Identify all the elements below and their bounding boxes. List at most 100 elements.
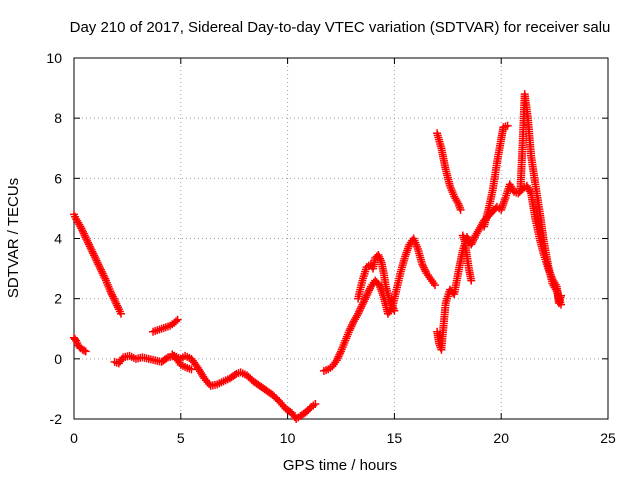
x-axis-label: GPS time / hours: [283, 457, 397, 474]
data-point-interp: [81, 233, 90, 242]
data-point-interp: [334, 352, 343, 361]
series-seg12: [516, 90, 566, 309]
data-point-interp: [100, 273, 109, 282]
y-tick-label: 0: [54, 351, 62, 367]
data-point-interp: [98, 269, 107, 278]
series-seg9: [433, 180, 566, 354]
data-point-interp: [347, 322, 356, 331]
data-point-interp: [96, 265, 105, 274]
data-point-interp: [79, 229, 88, 238]
series-seg10: [458, 231, 476, 285]
data-point-interp: [90, 251, 99, 260]
axis-ticks: 0 5 10 15 20 25 -2 0 2 4 6 8 10: [46, 50, 616, 446]
data-point-interp: [335, 350, 344, 359]
data-point-interp: [551, 285, 560, 294]
data-point-interp: [375, 252, 384, 261]
data-point-interp: [387, 301, 396, 310]
data-point-interp: [468, 238, 477, 247]
data-point-interp: [91, 254, 100, 263]
data-point-interp: [360, 295, 369, 304]
data-point-interp: [376, 256, 385, 265]
data-point-interp: [99, 271, 108, 280]
data-point-interp: [95, 262, 104, 271]
data-point-interp: [348, 320, 357, 329]
data-point: [358, 300, 367, 309]
data-point: [93, 258, 102, 267]
data-point: [362, 291, 371, 300]
series-seg7: [354, 251, 399, 315]
data-point-interp: [361, 293, 370, 302]
data-point-interp: [336, 349, 345, 358]
data-point-interp: [90, 253, 99, 262]
x-tick-label: 10: [280, 430, 296, 446]
data-point: [187, 365, 196, 374]
data-point-interp: [389, 304, 398, 313]
data-point: [89, 249, 98, 258]
data-point-interp: [419, 261, 428, 270]
data-point: [345, 326, 354, 335]
data-point-interp: [364, 288, 373, 297]
data-point: [97, 267, 106, 276]
series-seg3: [110, 351, 320, 423]
data-point-interp: [86, 244, 95, 253]
data-point: [418, 260, 427, 269]
data-point-interp: [388, 303, 397, 312]
data-point-interp: [346, 324, 355, 333]
data-point-interp: [109, 294, 118, 303]
data-point-interp: [77, 224, 86, 233]
series-seg6: [319, 234, 439, 375]
data-point-interp: [171, 317, 180, 326]
data-point-interp: [356, 304, 365, 313]
data-point: [467, 240, 476, 249]
data-point-interp: [230, 371, 239, 380]
data-point-interp: [80, 346, 89, 355]
y-tick-label: 2: [54, 291, 62, 307]
x-tick-label: 5: [177, 430, 185, 446]
y-tick-label: 4: [54, 231, 62, 247]
data-point-interp: [453, 198, 462, 207]
y-tick-label: 6: [54, 170, 62, 186]
data-point-interp: [112, 299, 121, 308]
data-point-interp: [113, 301, 122, 310]
data-point-interp: [386, 299, 395, 308]
data-point: [557, 300, 566, 309]
data-point-interp: [101, 274, 110, 283]
data-point-interp: [94, 260, 103, 269]
data-point-interp: [205, 380, 214, 389]
y-tick-label: 8: [54, 110, 62, 126]
data-point-interp: [107, 288, 116, 297]
data-point: [332, 356, 341, 365]
x-tick-label: 25: [600, 430, 616, 446]
data-point-interp: [333, 354, 342, 363]
y-axis-label: SDTVAR / TECUs: [5, 178, 22, 298]
data-point-interp: [419, 263, 428, 272]
data-point-interp: [96, 263, 105, 272]
data-point: [173, 315, 182, 324]
data-point: [456, 205, 465, 214]
data-point-interp: [78, 226, 87, 235]
data-point-interp: [363, 289, 372, 298]
series-seg1: [70, 210, 125, 318]
data-point: [81, 347, 90, 356]
data-point-interp: [114, 303, 123, 312]
series-seg8: [433, 129, 465, 214]
x-tick-label: 0: [70, 430, 78, 446]
data-point-interp: [357, 302, 366, 311]
data-point-interp: [469, 235, 478, 244]
data-point: [84, 240, 93, 249]
data-point-interp: [78, 227, 87, 236]
data-point: [503, 121, 512, 130]
data-point: [106, 287, 115, 296]
x-tick-label: 20: [493, 430, 509, 446]
data-point-interp: [84, 238, 93, 247]
data-point-interp: [469, 236, 478, 245]
data-point: [386, 297, 395, 306]
data-point-interp: [87, 245, 96, 254]
data-point-interp: [360, 297, 369, 306]
x-tick-label: 15: [387, 430, 403, 446]
data-point-interp: [88, 247, 97, 256]
data-point-interp: [365, 286, 374, 295]
data-point: [80, 231, 89, 240]
data-markers: [70, 90, 566, 423]
